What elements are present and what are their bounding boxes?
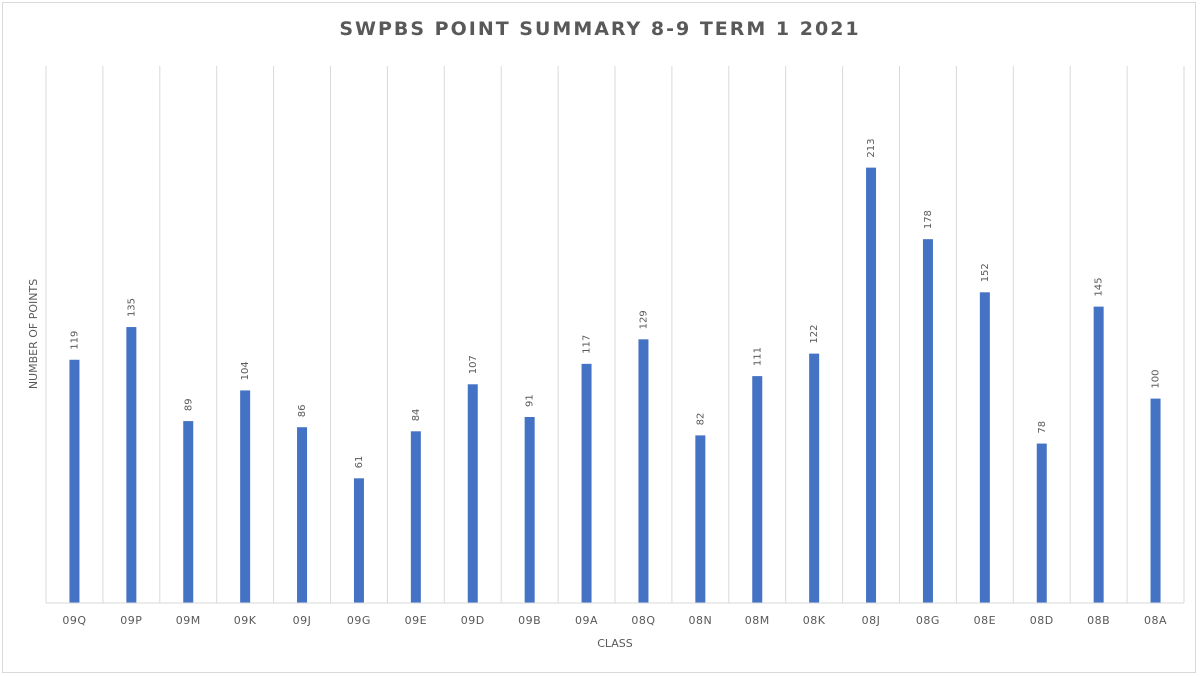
tick-label-09P: 09P bbox=[120, 614, 142, 627]
tick-label-08E: 08E bbox=[974, 614, 996, 627]
data-label-09B: 91 bbox=[525, 394, 536, 407]
tick-label-09G: 09G bbox=[347, 614, 371, 627]
bar-08E bbox=[979, 292, 990, 603]
bar-08B bbox=[1093, 306, 1104, 603]
bar-09G bbox=[353, 478, 364, 603]
data-label-08B: 145 bbox=[1094, 278, 1105, 297]
tick-label-08B: 08B bbox=[1087, 614, 1110, 627]
data-label-09D: 107 bbox=[468, 355, 479, 374]
tick-label-09A: 09A bbox=[575, 614, 598, 627]
tick-label-08N: 08N bbox=[688, 614, 712, 627]
tick-label-08J: 08J bbox=[862, 614, 881, 627]
tick-label-09K: 09K bbox=[234, 614, 257, 627]
bar-08G bbox=[922, 239, 933, 603]
tick-label-09J: 09J bbox=[293, 614, 312, 627]
tick-label-09E: 09E bbox=[405, 614, 427, 627]
tick-label-08D: 08D bbox=[1030, 614, 1054, 627]
bar-08A bbox=[1150, 398, 1161, 603]
bar-08D bbox=[1036, 443, 1047, 603]
bar-09B bbox=[524, 416, 535, 603]
bar-09Q bbox=[69, 359, 80, 603]
bar-08J bbox=[866, 167, 877, 604]
bar-08N bbox=[695, 435, 706, 603]
x-axis-title: CLASS bbox=[597, 637, 633, 650]
data-label-09J: 86 bbox=[297, 404, 308, 417]
tick-label-09D: 09D bbox=[461, 614, 485, 627]
tick-label-09B: 09B bbox=[518, 614, 541, 627]
bar-09A bbox=[581, 363, 592, 603]
data-label-08A: 100 bbox=[1151, 370, 1162, 389]
data-label-08E: 152 bbox=[980, 263, 991, 282]
tick-label-08M: 08M bbox=[745, 614, 770, 627]
bar-08K bbox=[809, 353, 820, 603]
data-label-09M: 89 bbox=[183, 398, 194, 411]
data-label-08M: 111 bbox=[752, 347, 763, 366]
gridlines bbox=[45, 66, 1185, 603]
data-label-09Q: 119 bbox=[69, 331, 80, 350]
bar-09P bbox=[126, 327, 137, 603]
data-label-08N: 82 bbox=[695, 413, 706, 426]
x-tick-labels: 09Q 09P 09M 09K 09J 09G 09E 09D 09B 09A 08Q 08N 08M 0… bbox=[62, 614, 1167, 627]
bar-09J bbox=[297, 427, 308, 603]
bar-09D bbox=[467, 384, 478, 603]
data-label-09K: 104 bbox=[240, 361, 251, 380]
bar-09E bbox=[410, 431, 421, 603]
tick-label-08Q: 08Q bbox=[631, 614, 655, 627]
bars bbox=[69, 167, 1161, 604]
data-label-08Q: 129 bbox=[638, 310, 649, 329]
bar-09K bbox=[240, 390, 251, 603]
tick-label-08G: 08G bbox=[916, 614, 940, 627]
data-label-08G: 178 bbox=[923, 210, 934, 229]
data-label-09P: 135 bbox=[126, 298, 137, 317]
data-label-08D: 78 bbox=[1037, 421, 1048, 434]
data-label-09E: 84 bbox=[411, 409, 422, 422]
y-axis-title: NUMBER OF POINTS bbox=[27, 279, 40, 389]
bar-09M bbox=[183, 421, 194, 603]
data-label-09G: 61 bbox=[354, 456, 365, 469]
tick-label-08A: 08A bbox=[1144, 614, 1167, 627]
data-labels: 119 135 89 104 86 61 84 107 91 117 129 82 111 122 213 1… bbox=[69, 139, 1161, 469]
data-label-09A: 117 bbox=[582, 335, 593, 354]
tick-label-08K: 08K bbox=[803, 614, 826, 627]
tick-label-09M: 09M bbox=[176, 614, 201, 627]
tick-label-09Q: 09Q bbox=[62, 614, 86, 627]
bar-08M bbox=[752, 376, 763, 603]
bar-08Q bbox=[638, 339, 649, 603]
data-label-08K: 122 bbox=[809, 325, 820, 344]
data-label-08J: 213 bbox=[866, 139, 877, 158]
chart-title: SWPBS POINT SUMMARY 8-9 TERM 1 2021 bbox=[339, 18, 861, 40]
